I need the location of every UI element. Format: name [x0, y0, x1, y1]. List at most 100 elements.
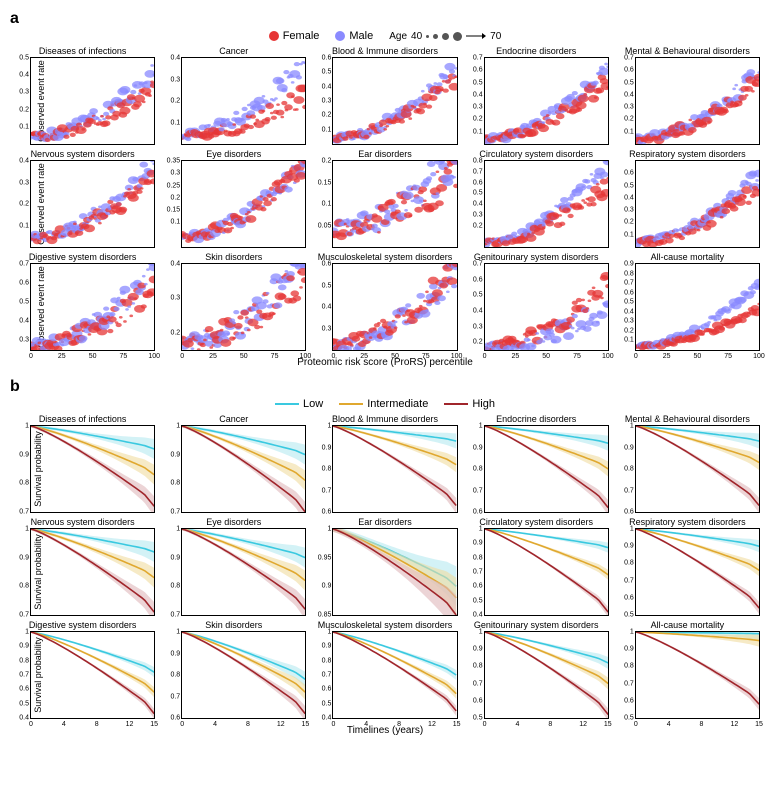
scatter-point — [596, 183, 600, 186]
scatter-point — [233, 310, 239, 314]
y-tick: 0.5 — [313, 69, 331, 76]
scatter-svg — [485, 264, 608, 350]
survival-panel: Circulatory system disorders0.40.50.60.7… — [464, 517, 609, 616]
y-tick: 0.8 — [162, 480, 180, 487]
y-tick: 0.6 — [465, 67, 483, 74]
survival-svg — [182, 529, 305, 615]
scatter-point — [219, 127, 225, 131]
legend-a: Female Male Age 40 70 — [10, 30, 760, 42]
scatter-point — [745, 201, 751, 205]
scatter-point — [541, 224, 545, 227]
x-tick: 15 — [453, 721, 461, 728]
y-tick: 0.9 — [616, 543, 634, 550]
scatter-point — [377, 231, 381, 234]
x-tick: 100 — [300, 353, 312, 360]
y-tick: 0.6 — [465, 276, 483, 283]
chart-area: 0.60.70.80.91 — [484, 425, 609, 513]
scatter-point — [347, 232, 353, 236]
y-tick: 0.8 — [313, 657, 331, 664]
panel-title: Nervous system disorders — [10, 517, 155, 527]
y-tick: 0.5 — [313, 282, 331, 289]
size-dot-icon — [453, 32, 462, 41]
scatter-point — [436, 200, 445, 206]
scatter-svg — [485, 161, 608, 247]
x-tick: 50 — [89, 353, 97, 360]
scatter-point — [274, 302, 283, 308]
y-tick: 0.5 — [313, 700, 331, 707]
y-tick: 0.3 — [11, 89, 29, 96]
panel-title: Mental & Behavioural disorders — [615, 414, 760, 424]
scatter-point — [144, 70, 154, 78]
scatter-point — [191, 347, 195, 350]
x-tick: 8 — [700, 721, 704, 728]
y-tick: 0.3 — [162, 295, 180, 302]
panel-title: Cancer — [161, 46, 306, 56]
chart-area: 0.70.80.91 — [30, 528, 155, 616]
scatter-point — [730, 206, 739, 212]
y-tick: 0.9 — [465, 444, 483, 451]
scatter-point — [274, 97, 278, 100]
scatter-point — [665, 237, 674, 243]
scatter-point — [585, 307, 589, 310]
x-tick: 25 — [360, 353, 368, 360]
y-tick: 0.4 — [162, 261, 180, 268]
high-line-icon — [444, 403, 468, 405]
survival-svg — [333, 529, 456, 615]
scatter-point — [575, 183, 586, 191]
x-tick: 75 — [422, 353, 430, 360]
scatter-point — [575, 330, 579, 333]
x-tick: 0 — [331, 721, 335, 728]
y-tick: 0.8 — [616, 663, 634, 670]
y-tick: 0.7 — [313, 672, 331, 679]
scatter-point — [599, 172, 607, 178]
scatter-svg — [182, 161, 305, 247]
scatter-point — [550, 336, 561, 344]
scatter-point — [278, 284, 287, 290]
scatter-point — [435, 301, 441, 305]
panel-title: Endocrine disorders — [464, 414, 609, 424]
y-tick: 0.9 — [616, 444, 634, 451]
scatter-panel: Circulatory system disorders0.20.30.40.5… — [464, 149, 609, 248]
y-tick: 0.7 — [616, 487, 634, 494]
scatter-point — [73, 223, 77, 226]
y-tick: 0.7 — [616, 577, 634, 584]
scatter-panel: Digestive system disordersObserved event… — [10, 252, 155, 351]
scatter-point — [296, 75, 302, 79]
scatter-point — [281, 101, 287, 105]
y-tick: 0.1 — [616, 231, 634, 238]
x-tick: 50 — [693, 353, 701, 360]
scatter-point — [302, 105, 305, 109]
scatter-point — [386, 125, 390, 128]
x-tick: 100 — [753, 353, 765, 360]
scatter-point — [587, 299, 591, 302]
scatter-point — [538, 124, 549, 132]
scatter-point — [541, 340, 545, 343]
scatter-point — [373, 327, 377, 330]
legend-age-min: 40 — [411, 31, 422, 42]
y-tick: 0.8 — [11, 583, 29, 590]
x-tick: 8 — [246, 721, 250, 728]
scatter-panel: Diseases of infectionsObserved event rat… — [10, 46, 155, 145]
y-tick: 0.9 — [11, 643, 29, 650]
scatter-point — [571, 314, 577, 318]
scatter-point — [247, 329, 251, 332]
scatter-point — [606, 66, 608, 69]
y-tick: 0.85 — [313, 612, 331, 619]
y-tick: 1 — [616, 629, 634, 636]
scatter-point — [265, 117, 271, 121]
scatter-point — [417, 108, 426, 114]
panel-title: Eye disorders — [161, 149, 306, 159]
scatter-point — [541, 227, 545, 230]
legend-age: Age 40 70 — [389, 31, 501, 42]
survival-svg — [182, 426, 305, 512]
scatter-point — [587, 196, 596, 202]
scatter-point — [84, 224, 95, 232]
legend-b: Low Intermediate High — [10, 398, 760, 410]
scatter-point — [602, 161, 608, 165]
scatter-point — [127, 188, 131, 191]
x-tick: 4 — [667, 721, 671, 728]
panel-title: Digestive system disorders — [10, 620, 155, 630]
x-tick: 12 — [730, 721, 738, 728]
scatter-point — [592, 81, 598, 85]
scatter-point — [604, 63, 608, 66]
